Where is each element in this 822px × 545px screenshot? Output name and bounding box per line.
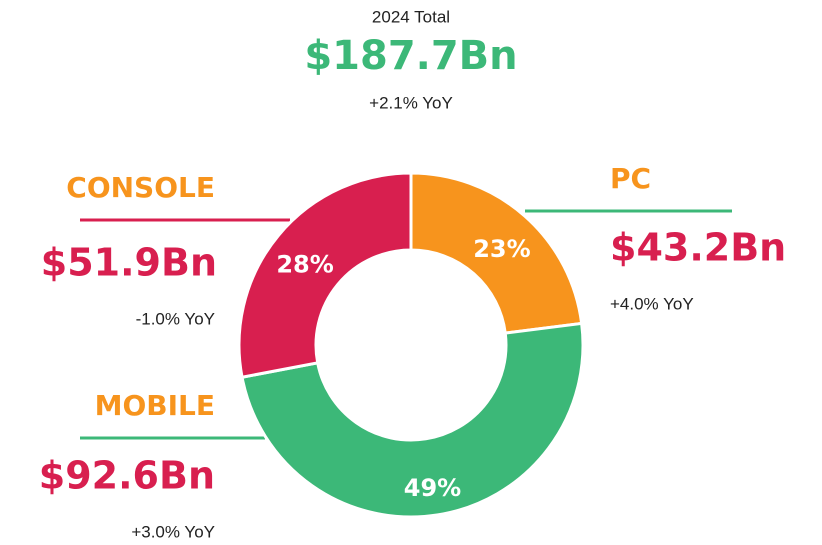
category-label: CONSOLE	[66, 171, 215, 204]
segment-percent: 49%	[404, 474, 461, 502]
category-amount: $51.9Bn	[41, 241, 217, 285]
category-amount: $92.6Bn	[39, 454, 215, 498]
category-change: -1.0% YoY	[136, 309, 215, 328]
donut-segment	[240, 321, 585, 519]
total-change: +2.1% YoY	[369, 93, 453, 112]
category-label: MOBILE	[95, 389, 215, 422]
category-change: +3.0% YoY	[131, 522, 215, 541]
donut-segment	[409, 171, 584, 335]
category-label: PC	[610, 162, 651, 195]
category-change: +4.0% YoY	[610, 294, 694, 313]
donut-segment	[237, 171, 413, 379]
chart-subtitle: 2024 Total	[372, 7, 450, 26]
chart-title: $187.7Bn	[304, 33, 517, 79]
segment-percent: 28%	[276, 250, 333, 278]
segment-percent: 23%	[473, 235, 530, 263]
category-amount: $43.2Bn	[610, 226, 786, 270]
